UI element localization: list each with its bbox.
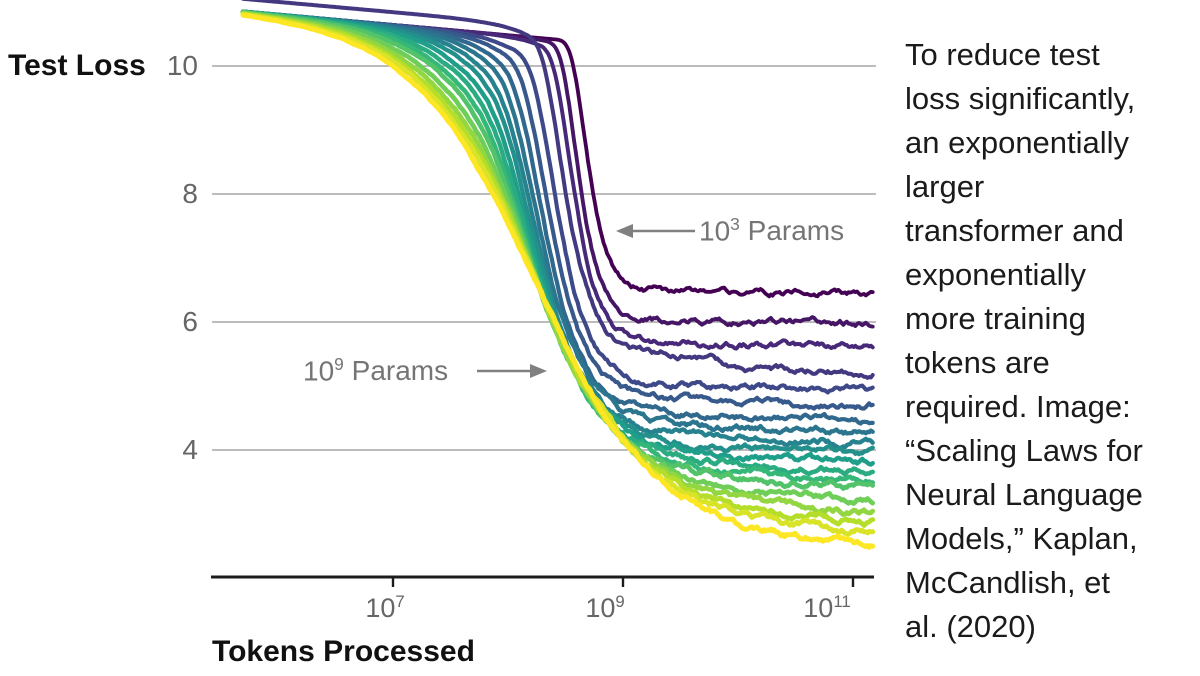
caption-line: Models,” Kaplan, [905, 521, 1138, 556]
y-tick-label-10: 10 [166, 50, 198, 81]
y-tick-label-4: 4 [182, 434, 198, 465]
tick-exp: 9 [615, 592, 625, 611]
annotation-exp: 3 [730, 214, 740, 234]
tick-exp: 7 [395, 592, 405, 611]
arrow-head-left-icon [616, 224, 633, 238]
annotation-exp: 9 [334, 354, 344, 374]
annotation-word: Params [747, 215, 845, 247]
caption-line: transformer and [905, 213, 1124, 248]
arrow-head-right-icon [530, 364, 547, 378]
caption-line: “Scaling Laws for [905, 433, 1143, 468]
caption-line: loss significantly, [905, 81, 1136, 116]
annotation-base: 10 [699, 215, 731, 247]
loss-curve [240, 12, 876, 550]
annotation-small-model: 103 Params [699, 214, 844, 247]
tick-exp: 11 [833, 592, 851, 611]
annotation-base: 10 [303, 355, 335, 387]
tick-base: 10 [585, 593, 616, 623]
caption-line: McCandlish, et [905, 565, 1111, 600]
caption-line: Neural Language [905, 477, 1143, 512]
caption-line: more training [905, 301, 1086, 336]
caption-line: tokens are [905, 345, 1050, 380]
y-axis-title: Test Loss [8, 49, 146, 82]
x-axis [211, 575, 874, 587]
x-tick-label-1e9: 109 [565, 592, 645, 624]
tick-base: 10 [365, 593, 396, 623]
annotation-large-model: 109 Params [303, 354, 448, 387]
caption-line: al. (2020) [905, 609, 1036, 644]
tick-base: 10 [803, 593, 834, 623]
x-tick-label-1e11: 1011 [787, 592, 867, 624]
x-axis-title: Tokens Processed [212, 635, 475, 668]
caption-line: larger [905, 169, 985, 204]
y-tick-label-8: 8 [182, 178, 198, 209]
small-model-arrow [616, 224, 695, 238]
caption-text: To reduce test loss significantly, an expo… [905, 33, 1197, 649]
caption-line: To reduce test [905, 37, 1100, 72]
x-tick-label-1e7: 107 [345, 592, 425, 624]
learning-curves [240, 0, 876, 550]
annotation-word: Params [351, 355, 449, 387]
caption-line: exponentially [905, 257, 1086, 292]
loss-curve [241, 0, 875, 380]
large-model-arrow [477, 364, 547, 378]
caption-line: an exponentially [905, 125, 1130, 160]
y-tick-label-6: 6 [182, 306, 198, 337]
caption-line: required. Image: [905, 389, 1131, 424]
